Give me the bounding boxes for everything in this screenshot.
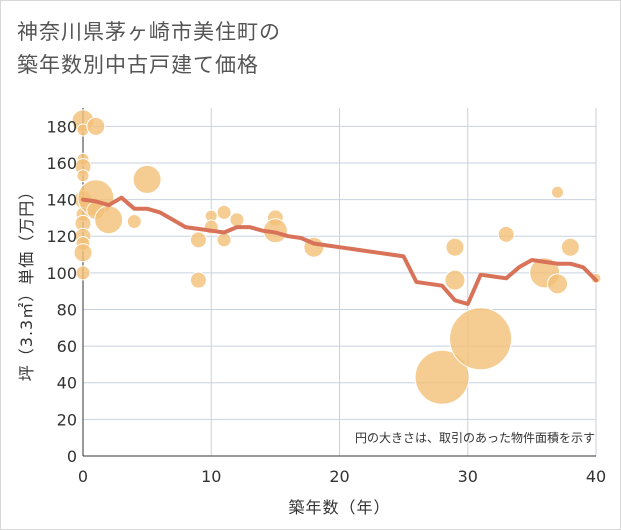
x-axis-title: 築年数（年） [288, 498, 390, 517]
bubble-point [497, 225, 515, 243]
bubble-point [76, 169, 90, 183]
bubble-point [216, 232, 232, 248]
bubble-point [73, 243, 93, 263]
y-tick-label: 100 [46, 264, 77, 283]
y-tick-label: 60 [57, 337, 77, 356]
x-tick-label: 10 [201, 467, 221, 486]
bubble-point [414, 349, 470, 405]
chart-title: 神奈川県茅ヶ崎市美住町の 築年数別中古戸建て価格 [17, 16, 281, 82]
y-tick-label: 40 [57, 374, 77, 393]
bubble-series [71, 109, 602, 405]
x-tick-label: 20 [329, 467, 349, 486]
size-legend-note: 円の大きさは、取引のあった物件面積を示す [355, 430, 595, 445]
bubble-point [75, 265, 91, 281]
y-tick-label: 140 [46, 191, 77, 210]
bubble-point [551, 185, 565, 199]
bubble-point [86, 116, 106, 136]
y-tick-label: 120 [46, 227, 77, 246]
chart-title-line-2: 築年数別中古戸建て価格 [17, 53, 259, 77]
gridlines [83, 108, 597, 456]
bubble-point [229, 212, 245, 228]
bubble-point [126, 214, 142, 230]
bubble-point [445, 237, 465, 257]
bubble-point [444, 269, 466, 291]
bubble-point [560, 237, 580, 257]
chart-title-line-1: 神奈川県茅ヶ崎市美住町の [17, 20, 281, 44]
x-tick-label: 0 [78, 467, 88, 486]
bubble-point [449, 307, 513, 371]
y-tick-label: 180 [46, 117, 77, 136]
bubble-point [132, 164, 162, 194]
y-axis-title: 坪（3.3㎡）単価（万円） [17, 183, 36, 381]
y-tick-label: 20 [57, 410, 77, 429]
bubble-point [216, 204, 232, 220]
average-price-line [81, 195, 598, 306]
bubble-point [547, 273, 569, 295]
y-tick-label: 0 [67, 447, 77, 466]
y-tick-label: 80 [57, 300, 77, 319]
bubble-point [94, 205, 124, 235]
bubble-point [189, 271, 207, 289]
y-tick-label: 160 [46, 154, 77, 173]
x-tick-label: 30 [458, 467, 478, 486]
x-tick-label: 40 [586, 467, 606, 486]
tick-labels: 0 10 20 30 40 0 20 40 60 80 100 120 140 160 180 [46, 117, 606, 486]
average-line-layer [81, 195, 598, 306]
bubble-point [189, 231, 207, 249]
